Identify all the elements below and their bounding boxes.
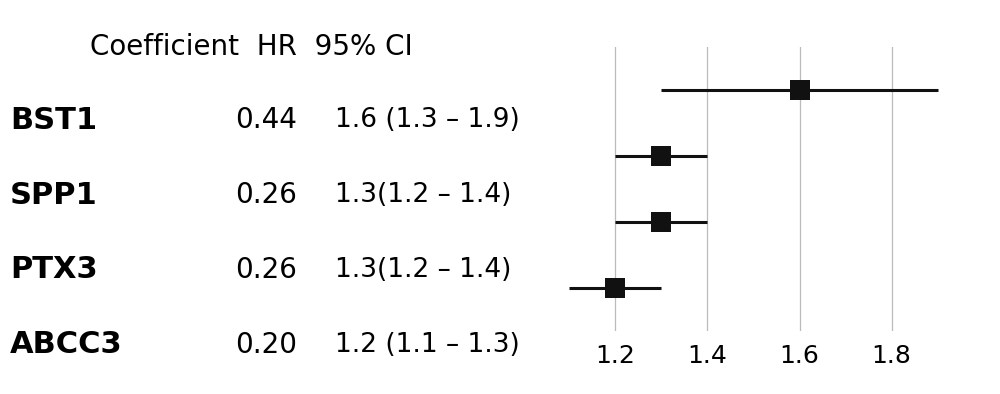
Text: BST1: BST1 xyxy=(10,106,97,135)
Text: SPP1: SPP1 xyxy=(10,180,98,210)
Point xyxy=(653,219,669,225)
Text: 0.44: 0.44 xyxy=(235,106,297,134)
Text: Coefficient  HR  95% CI: Coefficient HR 95% CI xyxy=(90,33,413,61)
Text: PTX3: PTX3 xyxy=(10,255,98,284)
Text: 1.3(1.2 – 1.4): 1.3(1.2 – 1.4) xyxy=(335,182,511,208)
Text: 1.3(1.2 – 1.4): 1.3(1.2 – 1.4) xyxy=(335,257,511,283)
Text: ABCC3: ABCC3 xyxy=(10,330,123,359)
Text: 0.20: 0.20 xyxy=(235,331,297,359)
Text: 1.2 (1.1 – 1.3): 1.2 (1.1 – 1.3) xyxy=(335,332,520,358)
Text: 1.6 (1.3 – 1.9): 1.6 (1.3 – 1.9) xyxy=(335,107,520,133)
Text: 0.26: 0.26 xyxy=(235,181,297,209)
Point xyxy=(792,87,808,93)
Point xyxy=(653,153,669,159)
Text: 0.26: 0.26 xyxy=(235,256,297,284)
Point xyxy=(607,285,623,291)
